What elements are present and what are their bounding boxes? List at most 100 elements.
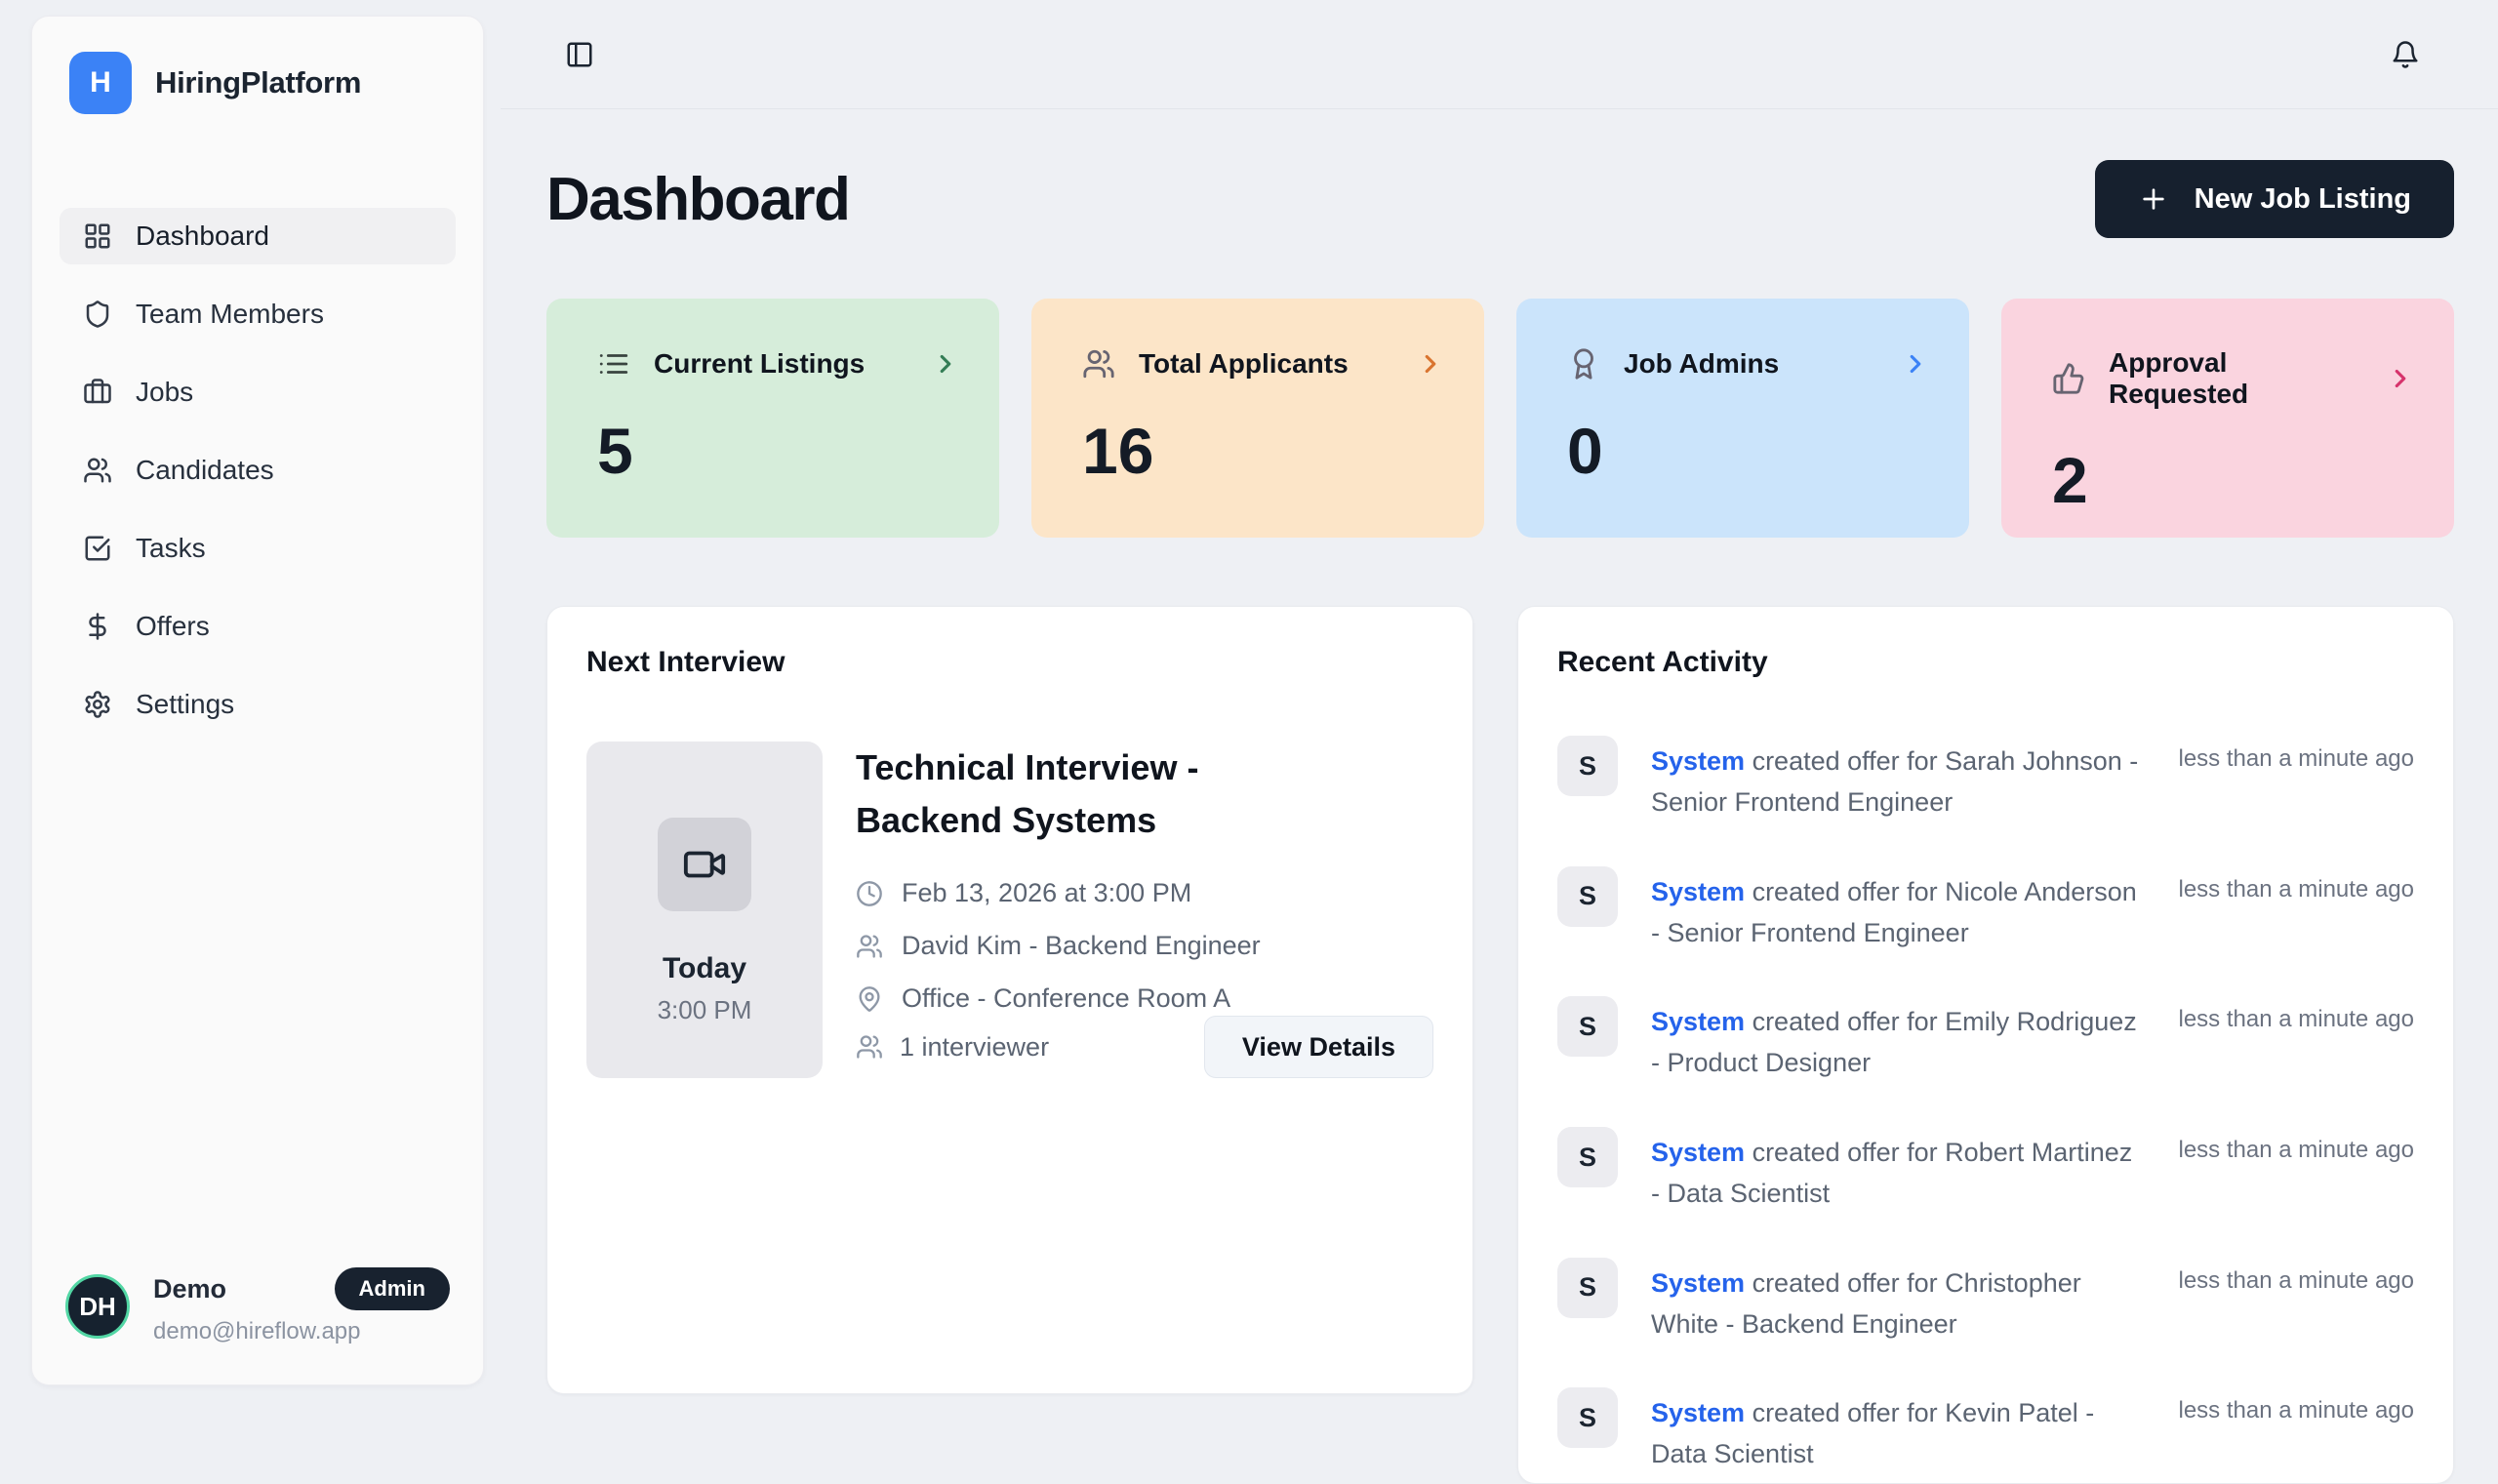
activity-avatar: S	[1557, 1257, 1618, 1318]
activity-item: S System created offer for Christopher W…	[1557, 1257, 2415, 1345]
sidebar-item-label: Offers	[136, 611, 210, 641]
sidebar-item-team-members[interactable]: Team Members	[60, 286, 456, 342]
interview-day-label: Today	[662, 952, 747, 984]
recent-activity-title: Recent Activity	[1557, 646, 1768, 678]
activity-message: System created offer for Christopher Whi…	[1651, 1258, 2146, 1345]
notifications-button[interactable]	[2385, 34, 2426, 75]
chevron-right-icon	[940, 354, 951, 374]
user-email: demo@hireflow.app	[153, 1318, 361, 1344]
next-interview-panel: Next Interview Today 3:00 PM Technical I…	[546, 606, 1473, 1394]
sidebar-toggle-button[interactable]	[559, 34, 600, 75]
stat-value: 0	[1567, 415, 1603, 487]
stats-row: Current Listings 5 Total Applicants 16 J…	[546, 299, 2454, 538]
panel-left-icon	[567, 42, 592, 66]
interviewer-count: 1 interviewer	[856, 1032, 1049, 1063]
activity-item: S System created offer for Kevin Patel -…	[1557, 1387, 2414, 1475]
check-square-icon	[85, 536, 110, 561]
sidebar-item-candidates[interactable]: Candidates	[60, 442, 456, 499]
interview-candidate: David Kim - Backend Engineer	[902, 931, 1261, 960]
interview-candidate-row: David Kim - Backend Engineer	[856, 931, 1433, 961]
sidebar-item-offers[interactable]: Offers	[60, 598, 456, 655]
stat-label: Total Applicants	[1139, 348, 1349, 379]
bell-icon	[2393, 40, 2418, 68]
sidebar-item-label: Candidates	[136, 455, 274, 485]
main-area: Dashboard New Job Listing Current Listin…	[501, 0, 2498, 1484]
stat-value: 5	[597, 415, 633, 487]
activity-list: S System created offer for Sarah Johnson…	[1557, 736, 2414, 1475]
interview-date-tile: Today 3:00 PM	[586, 742, 823, 1078]
sidebar-item-label: Dashboard	[136, 221, 269, 251]
list-icon	[599, 354, 628, 374]
activity-avatar: S	[1557, 865, 1618, 927]
sidebar-item-label: Team Members	[136, 299, 324, 329]
plus-icon	[2142, 188, 2164, 210]
interview-location-row: Office - Conference Room A	[856, 983, 1433, 1014]
activity-actor: System	[1651, 1138, 1746, 1168]
sidebar-item-label: Jobs	[136, 377, 194, 407]
view-details-button[interactable]: View Details	[1203, 1016, 1433, 1078]
lower-panels: Next Interview Today 3:00 PM Technical I…	[546, 606, 2454, 1484]
users-icon	[857, 934, 882, 958]
app-logo: H	[69, 52, 132, 114]
activity-item: S System created offer for Emily Rodrigu…	[1557, 996, 2414, 1084]
activity-message-text: created offer for Emily Rodriguez - Prod…	[1651, 1007, 2137, 1078]
brand: H HiringPlatform	[60, 52, 456, 114]
interview-datetime: Feb 13, 2026 at 3:00 PM	[902, 878, 1192, 907]
award-icon	[1574, 348, 1593, 380]
stat-card-approval-requested[interactable]: Approval Requested 2	[2001, 299, 2454, 538]
stat-card-total-applicants[interactable]: Total Applicants 16	[1031, 299, 1484, 538]
new-job-listing-button[interactable]: New Job Listing	[2094, 160, 2454, 238]
activity-avatar: S	[1557, 1387, 1618, 1449]
activity-actor: System	[1651, 1267, 1746, 1298]
stat-label: Current Listings	[654, 348, 866, 379]
activity-message-text: created offer for Robert Martinez - Data…	[1651, 1138, 2133, 1208]
content-header: Dashboard New Job Listing	[546, 160, 2454, 238]
stat-card-current-listings[interactable]: Current Listings 5	[546, 299, 999, 538]
user-menu[interactable]: DH Demo Admin demo@hireflow.app	[60, 1260, 456, 1353]
briefcase-icon	[84, 379, 111, 404]
interview-time-label: 3:00 PM	[657, 995, 752, 1024]
interview-details: Technical Interview - Backend Systems Fe…	[856, 742, 1433, 1078]
sidebar-item-jobs[interactable]: Jobs	[60, 364, 456, 421]
activity-actor: System	[1651, 746, 1746, 776]
video-icon-tile	[658, 818, 751, 911]
map-pin-icon	[859, 985, 880, 1012]
role-badge: Admin	[334, 1267, 450, 1310]
new-job-listing-label: New Job Listing	[2194, 182, 2411, 215]
activity-avatar: S	[1557, 996, 1618, 1058]
activity-message: System created offer for Kevin Patel - D…	[1651, 1387, 2146, 1475]
gear-icon	[85, 691, 110, 718]
video-icon	[683, 851, 726, 878]
chevron-right-icon	[1425, 354, 1436, 374]
activity-avatar: S	[1557, 1127, 1618, 1188]
thumbs-up-icon	[2053, 363, 2084, 394]
activity-actor: System	[1651, 1398, 1746, 1428]
activity-timestamp: less than a minute ago	[2178, 1266, 2415, 1294]
topbar	[501, 0, 2498, 109]
recent-activity-panel: Recent Activity S System created offer f…	[1517, 606, 2454, 1484]
sidebar-item-dashboard[interactable]: Dashboard	[60, 208, 456, 264]
sidebar-item-settings[interactable]: Settings	[60, 676, 456, 733]
activity-timestamp: less than a minute ago	[2178, 875, 2415, 902]
activity-timestamp: less than a minute ago	[2178, 1006, 2415, 1033]
sidebar: H HiringPlatform Dashboard Team Members …	[31, 16, 484, 1385]
user-name: Demo	[153, 1273, 227, 1304]
activity-message: System created offer for Robert Martinez…	[1651, 1127, 2146, 1215]
chevron-right-icon	[2395, 369, 2406, 388]
activity-actor: System	[1651, 1007, 1746, 1037]
activity-item: S System created offer for Robert Martin…	[1557, 1127, 2414, 1215]
activity-message: System created offer for Sarah Johnson -…	[1651, 736, 2146, 823]
activity-item: S System created offer for Nicole Anders…	[1557, 865, 2415, 954]
stat-value: 2	[2052, 444, 2088, 516]
stat-card-job-admins[interactable]: Job Admins 0	[1516, 299, 1969, 538]
user-info: Demo Admin demo@hireflow.app	[153, 1267, 450, 1345]
interview-location: Office - Conference Room A	[902, 983, 1231, 1013]
activity-actor: System	[1651, 876, 1746, 906]
activity-avatar: S	[1557, 736, 1618, 796]
dollar-icon	[89, 613, 106, 640]
stat-value: 16	[1082, 415, 1154, 487]
interviewer-count-label: 1 interviewer	[900, 1031, 1050, 1062]
chevron-right-icon	[1910, 354, 1921, 374]
activity-message: System created offer for Emily Rodriguez…	[1651, 996, 2146, 1084]
sidebar-item-tasks[interactable]: Tasks	[60, 520, 456, 577]
